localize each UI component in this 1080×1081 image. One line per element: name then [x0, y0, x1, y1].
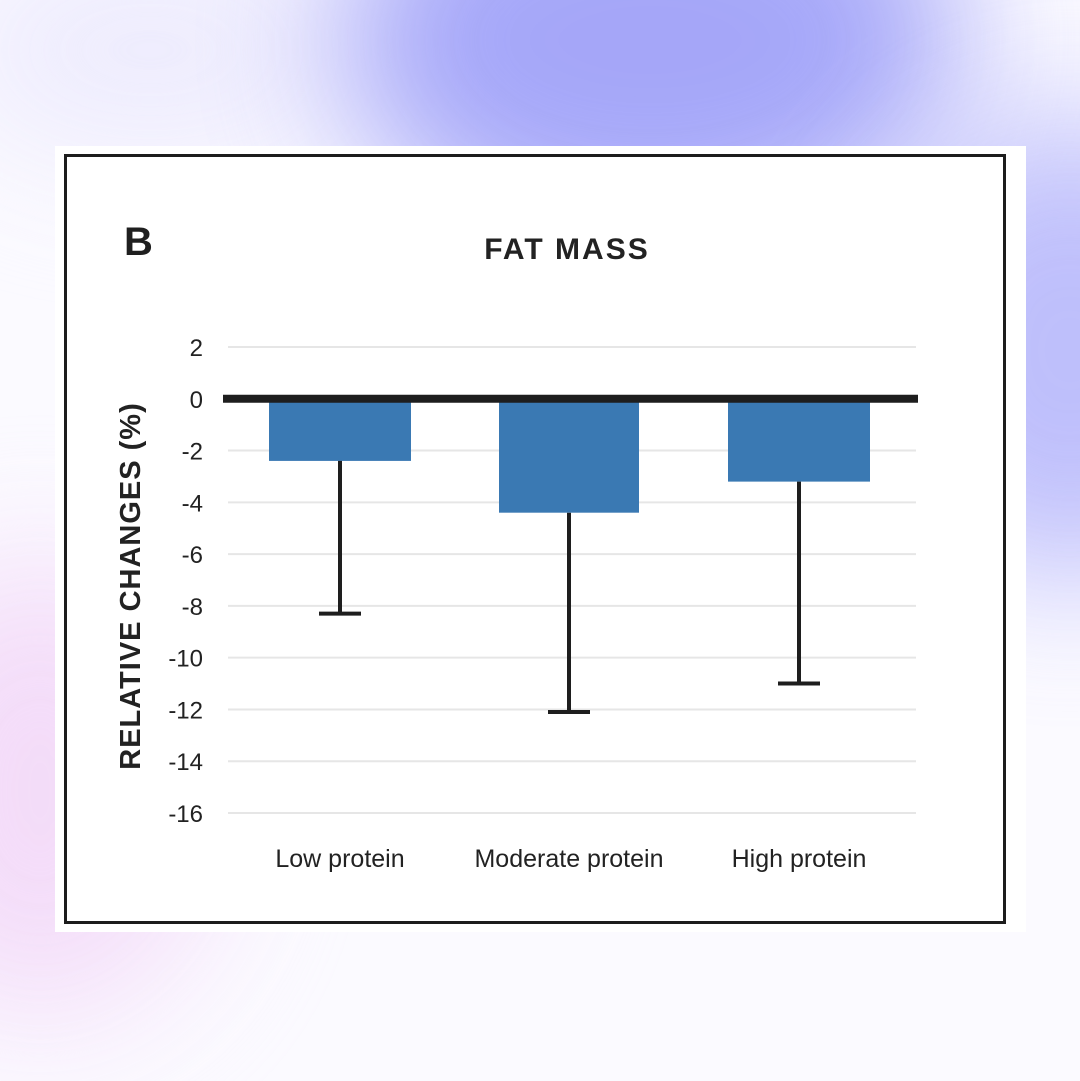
y-tick-label: -6 — [182, 542, 203, 569]
y-tick-label: -12 — [168, 697, 203, 724]
bar — [499, 398, 639, 513]
x-category-label: Low protein — [275, 845, 404, 873]
y-tick-label: -16 — [168, 801, 203, 828]
bar — [269, 398, 411, 461]
y-axis-label: RELATIVE CHANGES (%) — [115, 402, 147, 769]
chart-title: FAT MASS — [484, 233, 650, 266]
y-tick-label: 0 — [190, 387, 203, 414]
y-tick-label: -4 — [182, 490, 203, 517]
bar — [728, 398, 870, 482]
y-tick-label: -8 — [182, 594, 203, 621]
error-bars — [319, 460, 820, 715]
x-category-labels: Low protein Moderate protein High protein — [275, 845, 866, 873]
chart-frame: B FAT MASS — [64, 154, 1006, 924]
chart-card: B FAT MASS — [55, 146, 1026, 932]
bars — [269, 398, 870, 513]
panel-letter: B — [124, 220, 153, 264]
x-category-label: Moderate protein — [474, 845, 663, 873]
y-tick-label: -2 — [182, 439, 203, 466]
y-tick-label: 2 — [190, 335, 203, 362]
x-category-label: High protein — [732, 845, 867, 873]
y-tick-labels: 2 0 -2 -4 -6 -8 -10 -12 -14 -16 — [168, 335, 203, 828]
y-tick-label: -10 — [168, 646, 203, 673]
y-tick-label: -14 — [168, 749, 203, 776]
